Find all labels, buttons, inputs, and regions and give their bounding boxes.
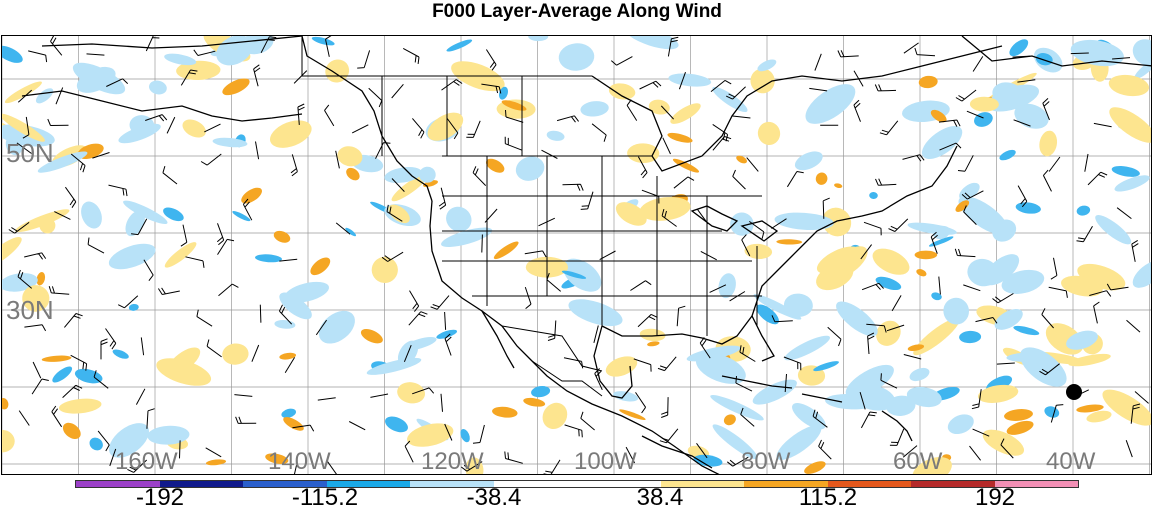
lon-label-140w: 140W xyxy=(268,448,331,475)
colorbar-swatch xyxy=(827,481,911,487)
colorbar xyxy=(75,480,1079,488)
colorbar-label-pos38: 38.4 xyxy=(636,484,684,511)
map-title: F000 Layer-Average Along Wind xyxy=(432,1,722,22)
colorbar-swatch xyxy=(911,481,995,487)
map-panel xyxy=(1,35,1152,475)
colorbar-swatch xyxy=(159,481,243,487)
colorbar-swatch xyxy=(493,481,577,487)
wind-barbs xyxy=(8,36,1149,474)
colorbar-swatch xyxy=(994,481,1078,487)
lon-label-80w: 80W xyxy=(741,448,791,475)
lon-label-160w: 160W xyxy=(115,448,178,475)
map-canvas xyxy=(2,36,1151,474)
lon-label-40w: 40W xyxy=(1046,448,1096,475)
colorbar-label-neg38: -38.4 xyxy=(466,484,522,511)
colorbar-swatch xyxy=(243,481,327,487)
lat-label-30n: 30N xyxy=(6,295,54,325)
colorbar-swatch xyxy=(76,481,160,487)
state-borders xyxy=(301,36,762,397)
station-marker-dot xyxy=(1066,384,1082,400)
colorbar-swatch xyxy=(744,481,828,487)
colorbar-label-pos192: 192 xyxy=(974,484,1016,511)
colorbar-label-neg115: -115.2 xyxy=(291,484,359,511)
lon-label-60w: 60W xyxy=(893,448,943,475)
colorbar-swatch xyxy=(660,481,744,487)
colorbar-swatch xyxy=(326,481,410,487)
lat-label-50n: 50N xyxy=(6,138,54,168)
colorbar-label-neg192: -192 xyxy=(135,484,185,511)
colorbar-swatch xyxy=(410,481,494,487)
contour-fills xyxy=(2,36,1151,474)
colorbar-swatch xyxy=(577,481,661,487)
lon-label-120w: 120W xyxy=(421,448,484,475)
colorbar-label-pos115: 115.2 xyxy=(798,484,858,511)
lon-label-100w: 100W xyxy=(574,448,637,475)
